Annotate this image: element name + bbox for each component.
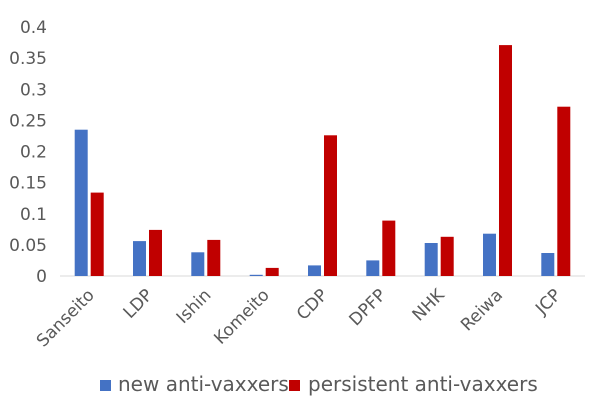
y-tick-label: 0.15 bbox=[9, 174, 47, 194]
bar-persistent-cdp bbox=[324, 135, 337, 276]
bar-persistent-jcp bbox=[557, 106, 571, 276]
bar-new-nhk bbox=[424, 243, 438, 276]
x-tick-label: Reiwa bbox=[457, 285, 507, 335]
legend-label-series-0: new anti-vaxxers bbox=[118, 372, 289, 396]
bar-persistent-sanseito bbox=[90, 192, 104, 276]
bar-persistent-dpfp bbox=[382, 220, 396, 276]
x-tick-label: LDP bbox=[120, 285, 157, 322]
legend-label-series-1: persistent anti-vaxxers bbox=[308, 372, 538, 396]
bar-new-cdp bbox=[308, 265, 321, 276]
y-tick-label: 0.3 bbox=[20, 80, 47, 100]
bar-persistent-ldp bbox=[149, 229, 162, 276]
bar-new-komeito bbox=[249, 274, 263, 276]
x-tick-label: CDP bbox=[293, 285, 332, 324]
y-tick-label: 0.2 bbox=[20, 143, 47, 163]
bar-persistent-nhk bbox=[440, 236, 454, 276]
bar-new-ldp bbox=[133, 241, 146, 276]
bar-persistent-komeito bbox=[265, 267, 279, 276]
bars bbox=[74, 45, 571, 276]
y-tick-label: 0.25 bbox=[9, 111, 47, 131]
x-tick-label: DPFP bbox=[346, 285, 391, 330]
bar-new-ishin bbox=[191, 252, 205, 276]
bar-new-sanseito bbox=[74, 129, 88, 276]
bar-new-dpfp bbox=[366, 260, 380, 276]
bar-persistent-reiwa bbox=[499, 45, 512, 276]
legend: new anti-vaxxers persistent anti-vaxxers bbox=[100, 372, 538, 396]
x-tick-label: JCP bbox=[531, 285, 565, 319]
bar-new-reiwa bbox=[483, 233, 496, 276]
y-tick-label: 0.05 bbox=[9, 236, 47, 256]
y-tick-label: 0.35 bbox=[9, 49, 47, 69]
y-tick-label: 0.1 bbox=[20, 205, 47, 225]
legend-swatch-series-1 bbox=[289, 380, 300, 391]
bar-persistent-ishin bbox=[207, 239, 221, 276]
bar-new-jcp bbox=[541, 253, 555, 276]
y-tick-label: 0 bbox=[36, 267, 47, 287]
legend-swatch-series-0 bbox=[100, 380, 111, 391]
x-tick-label: NHK bbox=[409, 285, 450, 326]
x-tick-label: Komeito bbox=[210, 285, 273, 348]
y-tick-label: 0.4 bbox=[20, 18, 47, 38]
x-tick-label: Sanseito bbox=[33, 285, 99, 351]
x-tick-label: Ishin bbox=[173, 285, 216, 328]
y-axis-tick-labels: 0 0.05 0.1 0.15 0.2 0.25 0.3 0.35 0.4 bbox=[9, 18, 47, 287]
